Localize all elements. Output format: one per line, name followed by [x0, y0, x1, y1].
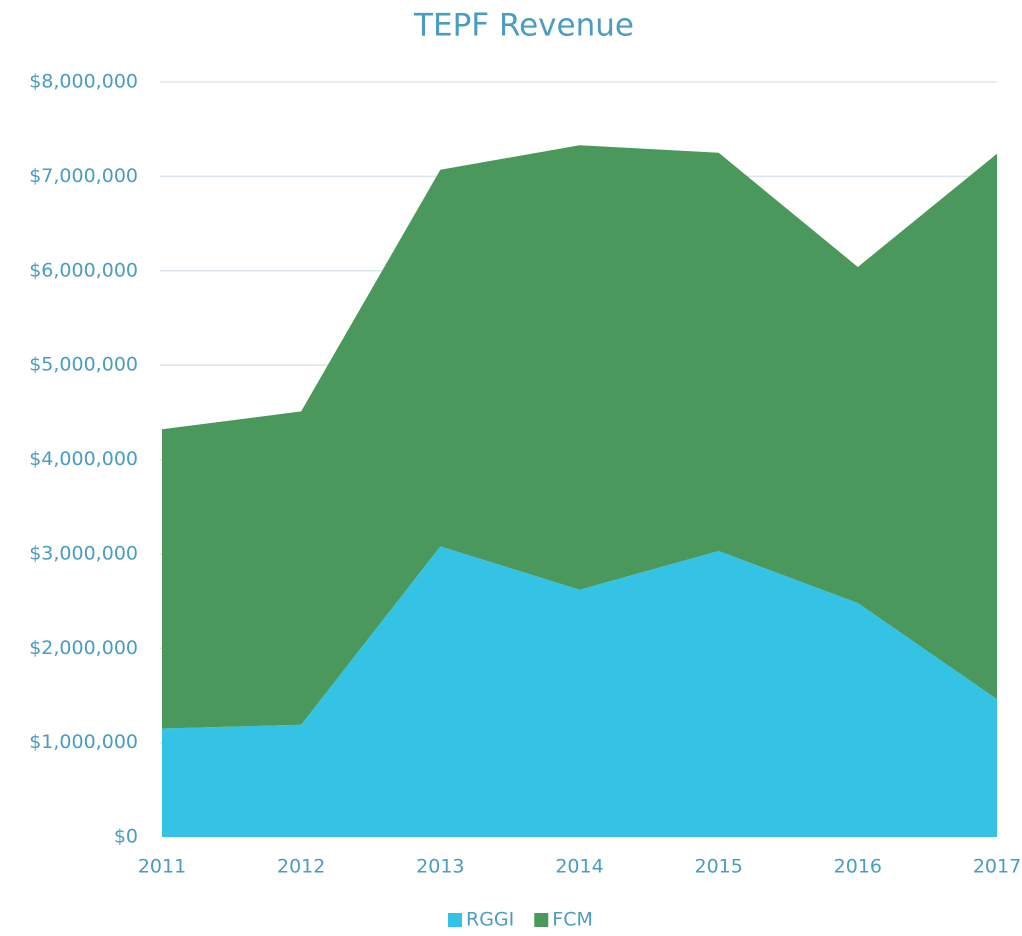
x-tick-label: 2011: [138, 856, 186, 878]
x-tick-label: 2016: [834, 856, 882, 878]
y-tick-label: $3,000,000: [29, 542, 138, 564]
y-tick-label: $2,000,000: [29, 637, 138, 659]
y-tick-label: $0: [114, 826, 138, 848]
legend-label: FCM: [552, 909, 593, 931]
legend-label: RGGI: [466, 909, 514, 931]
y-tick-label: $5,000,000: [29, 354, 138, 376]
x-tick-label: 2012: [277, 856, 325, 878]
areas: [162, 145, 997, 837]
x-tick-label: 2015: [694, 856, 742, 878]
legend-swatch: [534, 913, 549, 927]
y-tick-label: $6,000,000: [29, 259, 138, 281]
y-tick-label: $7,000,000: [29, 165, 138, 187]
chart-title: TEPF Revenue: [413, 8, 634, 44]
y-tick-label: $4,000,000: [29, 448, 138, 470]
legend-swatch: [448, 913, 462, 927]
area: [162, 145, 997, 729]
area: [162, 546, 997, 837]
y-tick-label: $8,000,000: [29, 71, 138, 93]
x-tick-label: 2017: [973, 856, 1021, 878]
y-tick-label: $1,000,000: [29, 731, 138, 753]
x-tick-label: 2013: [416, 856, 464, 878]
x-tick-label: 2014: [555, 856, 603, 878]
